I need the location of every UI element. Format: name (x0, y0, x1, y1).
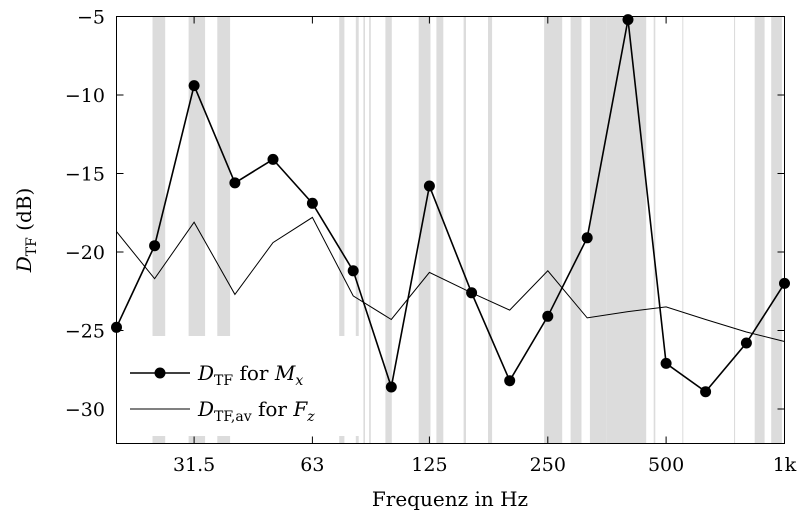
x-tick-label: 63 (300, 454, 324, 476)
shaded-band (589, 16, 607, 444)
shaded-band (418, 16, 431, 444)
series-1-line (115, 19, 786, 393)
series-1-point (581, 232, 593, 244)
series-1-point (347, 265, 359, 277)
series-1-point (740, 337, 752, 349)
series-1-point (385, 381, 397, 393)
x-axis: 31.5 63 125 250 500 1k (173, 16, 797, 476)
y-tick-label: −5 (77, 7, 105, 29)
shaded-band (771, 16, 782, 444)
series-1-point (149, 240, 161, 252)
shaded-band (754, 16, 765, 444)
series-1-point (188, 80, 200, 92)
shaded-band (570, 16, 582, 444)
series-1-point (423, 180, 435, 192)
y-tick-label: −20 (65, 242, 105, 264)
series-1-point (229, 177, 241, 189)
legend-box (117, 336, 362, 436)
x-tick-label: 1k (773, 454, 797, 476)
plot-frame (116, 16, 785, 444)
shaded-band (436, 16, 444, 444)
shaded-band (606, 16, 647, 444)
shaded-band (339, 16, 345, 444)
y-tick-label: −30 (65, 399, 105, 421)
legend-marker-1 (154, 367, 166, 379)
series-1-point (267, 153, 279, 165)
shaded-band (385, 16, 392, 444)
shaded-band (488, 16, 493, 444)
series-2-line (116, 216, 785, 342)
x-tick-label: 125 (411, 454, 447, 476)
series-1-point (700, 386, 712, 398)
shaded-band (544, 16, 563, 444)
y-axis-title: DTF (dB) (12, 188, 40, 274)
x-tick-label: 31.5 (173, 454, 215, 476)
shaded-band (355, 16, 359, 444)
y-tick-label: −10 (65, 85, 105, 107)
series-1-point (504, 375, 516, 387)
shaded-band (734, 16, 736, 444)
series-1-point (622, 14, 634, 26)
shaded-band (463, 16, 466, 444)
shaded-band (363, 16, 365, 444)
legend: DTF for Mx DTF,av for Fz (130, 361, 315, 425)
legend-label-2: DTF,av for Fz (197, 397, 315, 425)
shaded-band (653, 16, 656, 444)
shaded-band (369, 16, 371, 444)
y-tick-label: −15 (65, 164, 105, 186)
y-axis: −30 −25 −20 −15 −10 −5 (65, 7, 785, 421)
shaded-band (682, 16, 684, 444)
series-1-point (660, 357, 672, 369)
series-1-point (306, 197, 318, 209)
x-tick-label: 250 (530, 454, 566, 476)
shaded-regions (152, 16, 782, 444)
x-tick-label: 500 (648, 454, 684, 476)
legend-label-1: DTF for Mx (197, 361, 303, 389)
x-axis-title: Frequenz in Hz (372, 487, 528, 511)
y-tick-label: −25 (65, 321, 105, 343)
series-1-point (542, 310, 554, 322)
